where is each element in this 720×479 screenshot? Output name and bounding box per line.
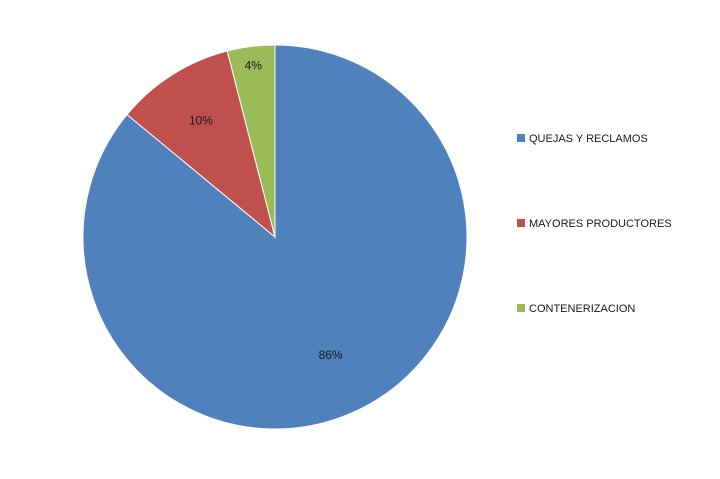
pie-slice-contenerizacion	[226, 44, 276, 238]
legend-label-contenerizacion: CONTENERIZACION	[529, 303, 635, 315]
pie-slices	[82, 44, 468, 430]
pie-data-labels: 86% 10% 4%	[189, 59, 343, 363]
legend-label-mayores-productores: MAYORES PRODUCTORES	[529, 218, 672, 230]
legend-label-quejas-y-reclamos: QUEJAS Y RECLAMOS	[529, 133, 648, 145]
legend-swatch-contenerizacion	[517, 304, 525, 312]
legend-swatch-mayores-productores	[517, 219, 525, 227]
legend: QUEJAS Y RECLAMOS MAYORES PRODUCTORES CONT…	[517, 133, 672, 315]
pie-slice-mayores-productores	[126, 50, 276, 239]
legend-swatch-quejas-y-reclamos	[517, 134, 525, 142]
data-label-contenerizacion: 4%	[245, 59, 263, 73]
data-label-quejas-y-reclamos: 86%	[319, 348, 343, 362]
data-label-mayores-productores: 10%	[189, 113, 213, 127]
